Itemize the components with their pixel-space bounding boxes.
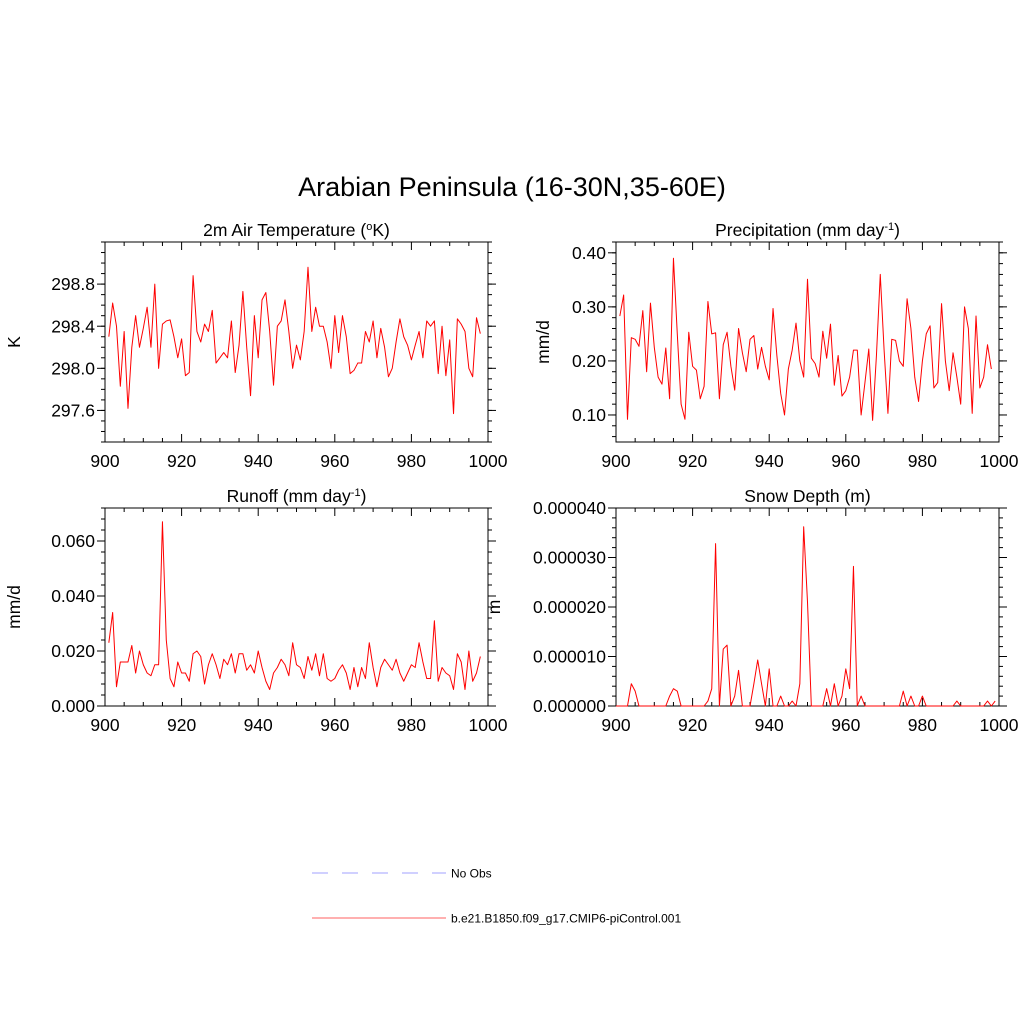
panel-title-part: ) [361,486,367,506]
y-axis-label: mm/d [4,585,24,629]
panel-title-part: Precipitation (mm day [715,220,884,240]
panel-title-part: 2m Air Temperature ( [203,220,366,240]
x-tick-label: 940 [755,451,784,471]
x-tick-label: 940 [244,451,273,471]
x-tick-label: 940 [244,715,273,735]
panel-title-part: Runoff (mm day [227,486,351,506]
x-tick-label: 1000 [980,451,1019,471]
x-tick-label: 920 [678,451,707,471]
x-tick-label: 900 [601,715,630,735]
y-tick-label: 298.8 [51,274,95,294]
x-tick-label: 900 [90,451,119,471]
y-tick-label: 0.10 [572,405,606,425]
panel-title-superscript: -1 [884,221,894,233]
y-tick-label: 0.020 [51,641,95,661]
panel-title: 2m Air Temperature (oK) [203,220,390,240]
series-line-runoff [108,521,481,690]
x-tick-label: 980 [397,451,426,471]
panel-title-superscript: -1 [351,487,361,499]
y-axis-label: K [4,336,24,348]
y-tick-label: 0.000040 [533,498,606,518]
y-tick-label: 298.0 [51,358,95,378]
y-tick-label: 0.000020 [533,597,606,617]
panel-title: Snow Depth (m) [744,486,870,506]
y-tick-label: 0.000010 [533,647,606,667]
y-axis-label: mm/d [533,320,553,364]
y-tick-label: 0.000000 [533,696,606,716]
panel-title-part: K) [372,220,390,240]
x-tick-label: 1000 [980,715,1019,735]
chart-panels: 2m Air Temperature (oK) K 900 920 940 960 980 1… [4,220,1019,735]
x-tick-label: 960 [320,715,349,735]
x-tick-label: 920 [678,715,707,735]
y-tick-label: 0.060 [51,531,95,551]
series-line-precip [619,257,992,421]
x-tick-label: 980 [908,451,937,471]
x-tick-label: 920 [167,715,196,735]
y-tick-label: 0.30 [572,297,606,317]
chart-temp: 2m Air Temperature (oK) K 900 920 940 960 980 1… [4,220,508,471]
chart-snow: Snow Depth (m) m 900 920 940 960 980 1000 0.0000… [484,486,1019,735]
legend-label-model: b.e21.B1850.f09_g17.CMIP6-piControl.001 [451,912,681,926]
legend-label-no-obs: No Obs [451,867,492,881]
x-tick-label: 1000 [469,451,508,471]
series-line-temp [108,266,481,415]
y-tick-label: 0.000030 [533,548,606,568]
legend: No Obs b.e21.B1850.f09_g17.CMIP6-piContr… [312,867,681,926]
panel-title: Precipitation (mm day-1) [715,220,900,240]
y-tick-label: 0.000 [51,696,95,716]
chart-runoff: Runoff (mm day-1) mm/d 900 920 940 960 980 1000… [4,486,508,735]
y-tick-label: 297.6 [51,401,95,421]
panel-title-superscript: o [366,221,372,233]
panel-title-part: Snow Depth (m) [744,486,870,506]
y-tick-label: 0.40 [572,243,606,263]
x-tick-label: 960 [831,451,860,471]
x-tick-label: 980 [908,715,937,735]
x-tick-label: 920 [167,451,196,471]
x-tick-label: 1000 [469,715,508,735]
figure-title: Arabian Peninsula (16-30N,35-60E) [298,172,726,202]
y-tick-label: 0.20 [572,351,606,371]
x-tick-label: 900 [601,451,630,471]
y-axis-label: m [484,600,504,615]
y-tick-label: 0.040 [51,586,95,606]
panel-title: Runoff (mm day-1) [227,486,367,506]
panel-title-part: ) [894,220,900,240]
y-tick-label: 298.4 [51,316,95,336]
x-tick-label: 940 [755,715,784,735]
chart-precip: Precipitation (mm day-1) mm/d 900 920 940 960… [533,220,1019,471]
x-tick-label: 960 [320,451,349,471]
x-tick-label: 900 [90,715,119,735]
plot-frame [104,241,489,443]
x-tick-label: 960 [831,715,860,735]
series-line-snow [616,526,996,707]
x-tick-label: 980 [397,715,426,735]
